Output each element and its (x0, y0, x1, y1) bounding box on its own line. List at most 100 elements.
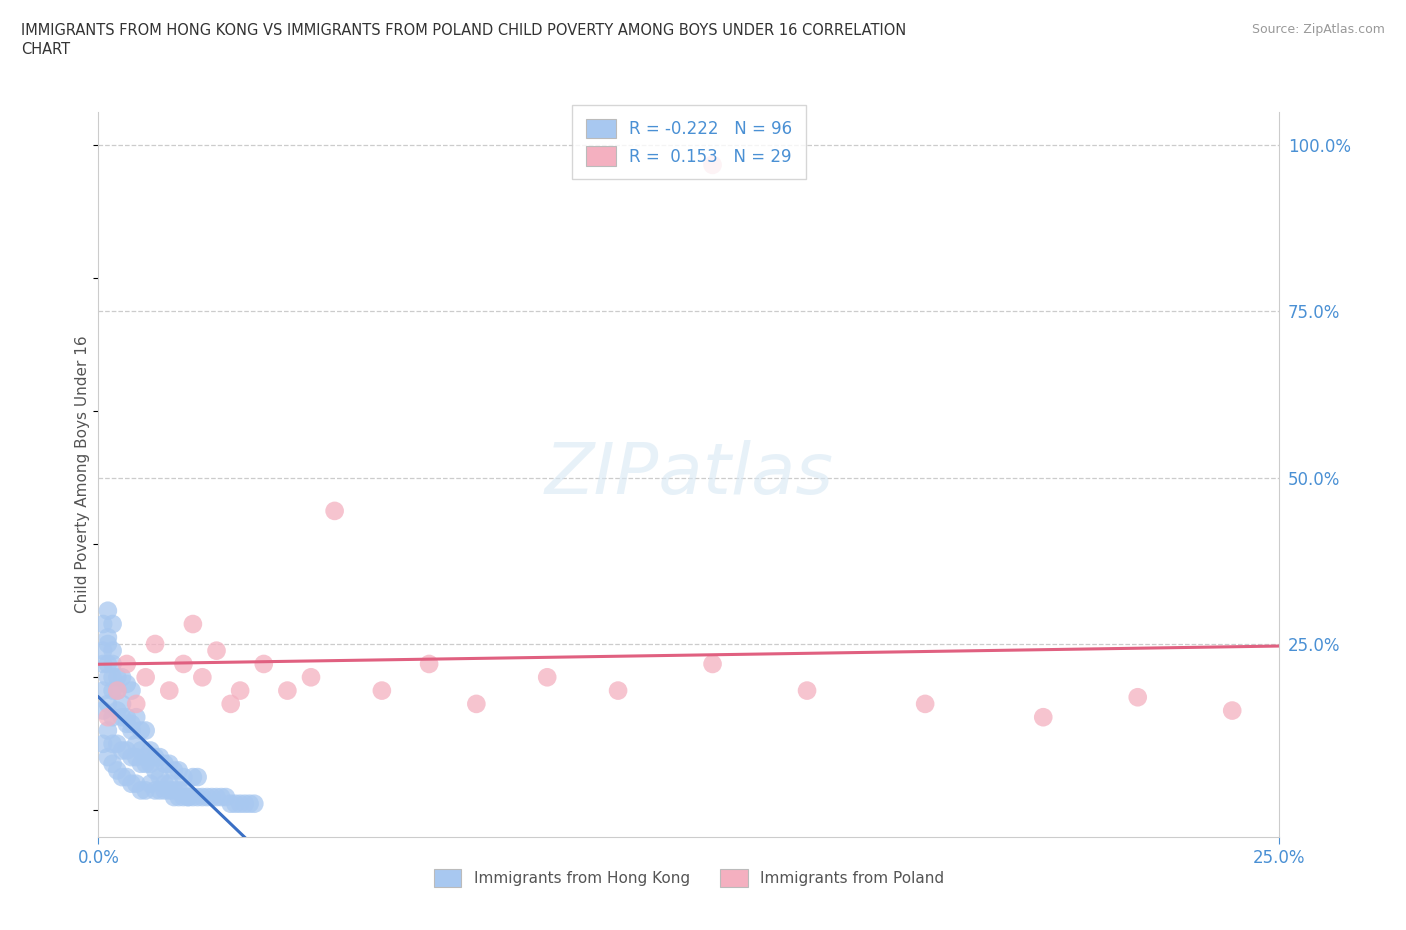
Point (121, 724, 143, 738)
Point (115, 770, 138, 785)
Point (177, 790, 200, 804)
Point (702, 657, 724, 671)
Point (143, 783, 166, 798)
Point (135, 783, 157, 798)
Point (91, 644, 114, 658)
Point (299, 670, 322, 684)
Point (219, 697, 242, 711)
Point (111, 697, 134, 711)
Point (143, 750, 166, 764)
Point (1032, 710, 1054, 724)
Point (97, 630, 120, 644)
Point (135, 670, 157, 684)
Point (181, 790, 204, 804)
Point (101, 737, 124, 751)
Point (111, 710, 134, 724)
Point (97, 657, 120, 671)
Point (191, 790, 214, 804)
Point (172, 783, 194, 798)
Point (135, 750, 157, 764)
Point (371, 684, 394, 698)
Point (97, 710, 120, 724)
Point (91, 684, 114, 698)
Point (101, 657, 124, 671)
Point (177, 790, 200, 804)
Point (91, 657, 114, 671)
Legend: Immigrants from Hong Kong, Immigrants from Poland: Immigrants from Hong Kong, Immigrants fr… (426, 862, 952, 895)
Point (129, 756, 152, 771)
Point (229, 796, 252, 811)
Point (143, 763, 166, 777)
Point (233, 796, 256, 811)
Point (129, 724, 152, 738)
Point (97, 636, 120, 651)
Point (111, 670, 134, 684)
Point (167, 790, 190, 804)
Point (101, 684, 124, 698)
Point (135, 724, 157, 738)
Point (1220, 703, 1243, 718)
Point (135, 756, 157, 771)
Point (607, 684, 630, 698)
Point (97, 697, 120, 711)
Point (172, 657, 194, 671)
Point (181, 770, 204, 785)
Text: CHART: CHART (21, 42, 70, 57)
Point (209, 790, 232, 804)
Point (1126, 690, 1149, 705)
Point (97, 724, 120, 738)
Point (101, 644, 124, 658)
Point (153, 783, 176, 798)
Point (243, 796, 266, 811)
Point (139, 777, 162, 791)
Point (172, 790, 194, 804)
Point (536, 670, 558, 684)
Point (187, 790, 209, 804)
Point (191, 670, 214, 684)
Point (153, 777, 176, 791)
Text: IMMIGRANTS FROM HONG KONG VS IMMIGRANTS FROM POLAND CHILD POVERTY AMONG BOYS UND: IMMIGRANTS FROM HONG KONG VS IMMIGRANTS … (21, 23, 907, 38)
Point (91, 737, 114, 751)
Point (205, 790, 228, 804)
Point (157, 783, 180, 798)
Point (187, 770, 209, 785)
Point (97, 750, 120, 764)
Point (125, 777, 148, 791)
Text: ZIPatlas: ZIPatlas (544, 440, 834, 509)
Point (129, 783, 152, 798)
Point (121, 684, 143, 698)
Point (157, 684, 180, 698)
Point (153, 756, 176, 771)
Point (139, 743, 162, 758)
Point (125, 737, 148, 751)
Point (181, 617, 204, 631)
Point (163, 783, 186, 798)
Point (205, 644, 228, 658)
Point (101, 670, 124, 684)
Point (702, 157, 724, 172)
Point (914, 697, 936, 711)
Point (219, 796, 242, 811)
Point (201, 790, 224, 804)
Point (149, 770, 172, 785)
Point (115, 710, 138, 724)
Point (129, 743, 152, 758)
Point (157, 777, 180, 791)
Point (121, 716, 143, 731)
Point (125, 710, 148, 724)
Point (167, 763, 190, 777)
Point (139, 756, 162, 771)
Point (101, 756, 124, 771)
Point (253, 657, 276, 671)
Point (91, 703, 114, 718)
Y-axis label: Child Poverty Among Boys Under 16: Child Poverty Among Boys Under 16 (75, 336, 90, 613)
Point (97, 670, 120, 684)
Point (418, 657, 440, 671)
Point (239, 796, 262, 811)
Point (125, 750, 148, 764)
Point (149, 783, 172, 798)
Point (105, 703, 128, 718)
Point (115, 676, 138, 691)
Point (121, 750, 143, 764)
Point (163, 790, 186, 804)
